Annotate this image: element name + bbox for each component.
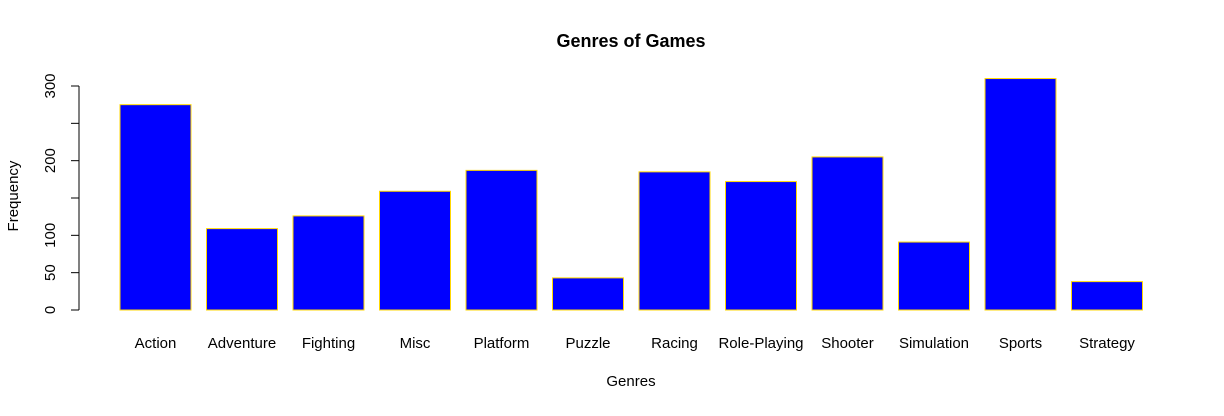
category-label-strategy: Strategy	[1079, 335, 1135, 352]
y-tick-label-100: 100	[42, 223, 59, 248]
y-axis: 0 50 100 200 300	[42, 73, 80, 314]
y-tick-label-200: 200	[42, 148, 59, 173]
category-label-sports: Sports	[999, 335, 1042, 352]
category-label-puzzle: Puzzle	[565, 335, 610, 352]
bar-platform	[465, 169, 538, 311]
bar-puzzle	[552, 277, 624, 311]
x-axis-category-labels: Action Adventure Fighting Misc Platform Puzzl…	[135, 335, 1136, 352]
bar-racing	[638, 171, 711, 311]
bar-sports	[984, 78, 1057, 311]
bar-misc	[379, 190, 451, 311]
bar-adventure	[206, 228, 278, 311]
category-label-simulation: Simulation	[899, 335, 969, 352]
bar-role-playing	[725, 181, 797, 311]
category-label-fighting: Fighting	[302, 335, 355, 352]
y-tick-label-50: 50	[42, 264, 59, 281]
category-label-platform: Platform	[474, 335, 530, 352]
bar-shooter	[811, 156, 884, 311]
bar-action	[119, 104, 192, 311]
bars-layer	[119, 78, 1143, 311]
y-axis-label: Frequency	[5, 160, 22, 231]
bar-simulation	[898, 241, 970, 311]
category-label-racing: Racing	[651, 335, 698, 352]
category-label-shooter: Shooter	[821, 335, 874, 352]
x-axis-label: Genres	[606, 373, 655, 390]
category-label-misc: Misc	[400, 335, 431, 352]
y-tick-label-300: 300	[42, 73, 59, 98]
category-label-action: Action	[135, 335, 177, 352]
y-tick-label-0: 0	[42, 306, 59, 314]
bar-strategy	[1071, 281, 1143, 311]
category-label-adventure: Adventure	[208, 335, 276, 352]
category-label-role-playing: Role-Playing	[718, 335, 803, 352]
chart-title: Genres of Games	[556, 31, 705, 51]
bar-fighting	[292, 215, 365, 311]
